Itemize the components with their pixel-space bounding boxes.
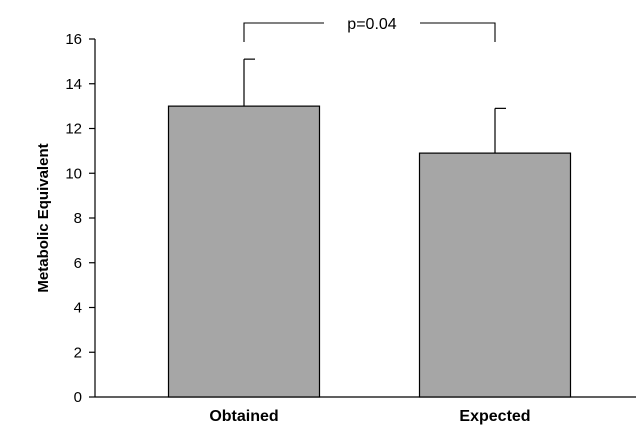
y-tick-label: 10 [65, 165, 82, 182]
y-tick-label: 16 [65, 31, 82, 48]
y-tick-label: 4 [74, 300, 82, 317]
y-tick-label: 6 [74, 255, 82, 272]
error-bars [243, 58, 506, 154]
y-tick-label: 0 [74, 389, 82, 406]
bar-expected [418, 152, 572, 398]
annotations: p=0.04 [243, 16, 496, 42]
x-category-label: Expected [459, 408, 530, 425]
p-value-label: p=0.04 [347, 16, 396, 33]
significance-bracket-right [420, 22, 496, 42]
significance-bracket-left [243, 22, 324, 42]
y-tick-label: 2 [74, 344, 82, 361]
axes: 0 2 4 6 8 10 12 14 16 Obtained Expected [65, 31, 636, 425]
y-tick-label: 14 [65, 76, 82, 93]
bars [167, 105, 572, 398]
y-tick-label: 8 [74, 210, 82, 227]
y-axis-label: Metabolic Equivalent [35, 143, 52, 292]
x-category-label: Obtained [209, 408, 278, 425]
bar-obtained [167, 105, 321, 398]
y-tick-label: 12 [65, 121, 82, 138]
